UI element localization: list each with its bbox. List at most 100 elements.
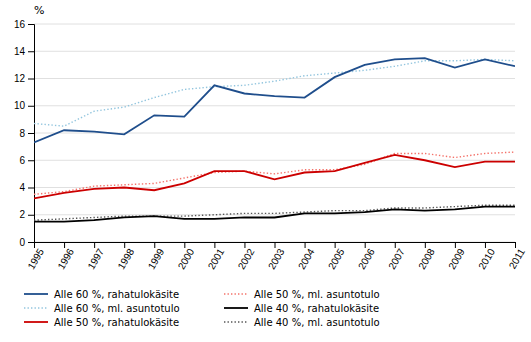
x-tick-label: 2010 (476, 246, 497, 271)
legend-swatch (24, 321, 48, 323)
y-tick: 14 (14, 46, 34, 57)
x-tick: 2009 (446, 242, 467, 271)
y-tick-mark (28, 160, 34, 161)
x-tick: 2005 (326, 242, 347, 271)
series-line (34, 155, 515, 199)
legend-label: Alle 40 %, ml. asuntotulo (254, 317, 380, 328)
x-tick-label: 2005 (326, 246, 347, 271)
legend-swatch (24, 293, 48, 295)
legend-item: Alle 60 %, rahatulokäsite (24, 289, 179, 300)
y-tick-mark (28, 133, 34, 134)
grid-line (34, 160, 515, 161)
x-tick-label: 1998 (116, 246, 137, 271)
x-tick-mark (395, 242, 396, 248)
legend-label: Alle 60 %, rahatulokäsite (54, 289, 179, 300)
x-tick: 1999 (146, 242, 167, 271)
y-tick-mark (28, 51, 34, 52)
x-tick-mark (184, 242, 185, 248)
y-tick: 4 (19, 182, 34, 193)
x-axis: 1995 1996 1997 1998 1999 2000 2001 2002 2003 2004… (25, 242, 527, 271)
y-tick-label: 2 (19, 209, 25, 220)
y-tick: 2 (19, 209, 34, 220)
y-tick-mark (28, 79, 34, 80)
legend-swatch (224, 307, 248, 309)
y-tick-label: 8 (19, 128, 25, 139)
y-tick: 6 (19, 155, 34, 166)
x-tick-mark (64, 242, 65, 248)
x-tick: 1995 (25, 242, 46, 271)
x-tick: 1998 (116, 242, 137, 271)
x-tick-mark (335, 242, 336, 248)
x-tick-mark (425, 242, 426, 248)
x-tick-label: 2007 (386, 246, 407, 271)
x-tick-label: 1995 (25, 246, 46, 271)
x-tick-mark (214, 242, 215, 248)
x-tick: 2001 (206, 242, 227, 271)
x-tick: 2010 (476, 242, 497, 271)
x-tick-mark (365, 242, 366, 248)
x-tick: 1997 (85, 242, 106, 271)
y-tick-mark (28, 188, 34, 189)
chart: 0246810121416199519961997199819992000200… (0, 0, 531, 342)
y-tick-label: 10 (14, 100, 26, 111)
x-tick-mark (244, 242, 245, 248)
x-tick-mark (275, 242, 276, 248)
legend-swatch (224, 321, 248, 322)
x-tick: 2008 (416, 242, 437, 271)
legend-label: Alle 40 %, rahatulokäsite (254, 303, 379, 314)
x-tick-label: 2004 (296, 246, 317, 271)
legend-swatch (224, 293, 248, 294)
y-tick-mark (28, 106, 34, 107)
y-tick: 12 (14, 73, 34, 84)
x-tick: 2003 (266, 242, 287, 271)
x-tick-label: 1997 (85, 246, 106, 271)
legend-item: Alle 40 %, rahatulokäsite (224, 303, 379, 314)
grid-line (34, 78, 515, 79)
x-tick: 2006 (356, 242, 377, 271)
x-tick-label: 2002 (236, 246, 257, 271)
x-tick-mark (305, 242, 306, 248)
series-line (34, 58, 515, 142)
x-tick: 1996 (55, 242, 76, 271)
x-axis-line (35, 243, 516, 249)
x-tick-label: 1996 (55, 246, 76, 271)
plot: 0246810121416199519961997199819992000200… (14, 4, 527, 271)
x-tick: 2000 (176, 242, 197, 271)
y-tick-label: 6 (19, 155, 25, 166)
legend-item: Alle 60 %, ml. asuntotulo (24, 303, 180, 314)
y-tick-mark (28, 215, 34, 216)
x-tick-label: 2008 (416, 246, 437, 271)
x-tick-label: 2003 (266, 246, 287, 271)
y-tick-label: 16 (14, 19, 26, 30)
x-tick-mark (485, 242, 486, 248)
x-tick: 2011 (507, 242, 527, 271)
x-tick-label: 2001 (206, 246, 227, 271)
y-axis: 0246810121416 (14, 19, 35, 248)
x-tick-mark (154, 242, 155, 248)
series-line (34, 207, 515, 222)
y-tick: 16 (14, 19, 34, 30)
y-axis-line (28, 25, 35, 243)
grid-line (34, 214, 515, 215)
x-tick-mark (94, 242, 95, 248)
grid-line (34, 105, 515, 106)
x-tick-label: 1999 (146, 246, 167, 271)
x-tick-mark (34, 242, 35, 248)
y-tick-label: 4 (19, 182, 25, 193)
legend-item: Alle 50 %, ml. asuntotulo (224, 289, 380, 300)
y-tick: 10 (14, 100, 34, 111)
legend-item: Alle 40 %, ml. asuntotulo (224, 317, 380, 328)
x-tick-label: 2000 (176, 246, 197, 271)
y-label: % (34, 4, 44, 17)
legend-swatch (24, 307, 48, 308)
legend-label: Alle 50 %, ml. asuntotulo (254, 289, 380, 300)
x-tick: 2007 (386, 242, 407, 271)
x-tick: 2004 (296, 242, 317, 271)
x-tick-mark (455, 242, 456, 248)
x-tick: 2002 (236, 242, 257, 271)
x-tick-label: 2009 (446, 246, 467, 271)
y-tick-mark (28, 242, 34, 243)
legend-item: Alle 50 %, rahatulokäsite (24, 317, 179, 328)
x-tick-label: 2006 (356, 246, 377, 271)
x-tick-mark (124, 242, 125, 248)
